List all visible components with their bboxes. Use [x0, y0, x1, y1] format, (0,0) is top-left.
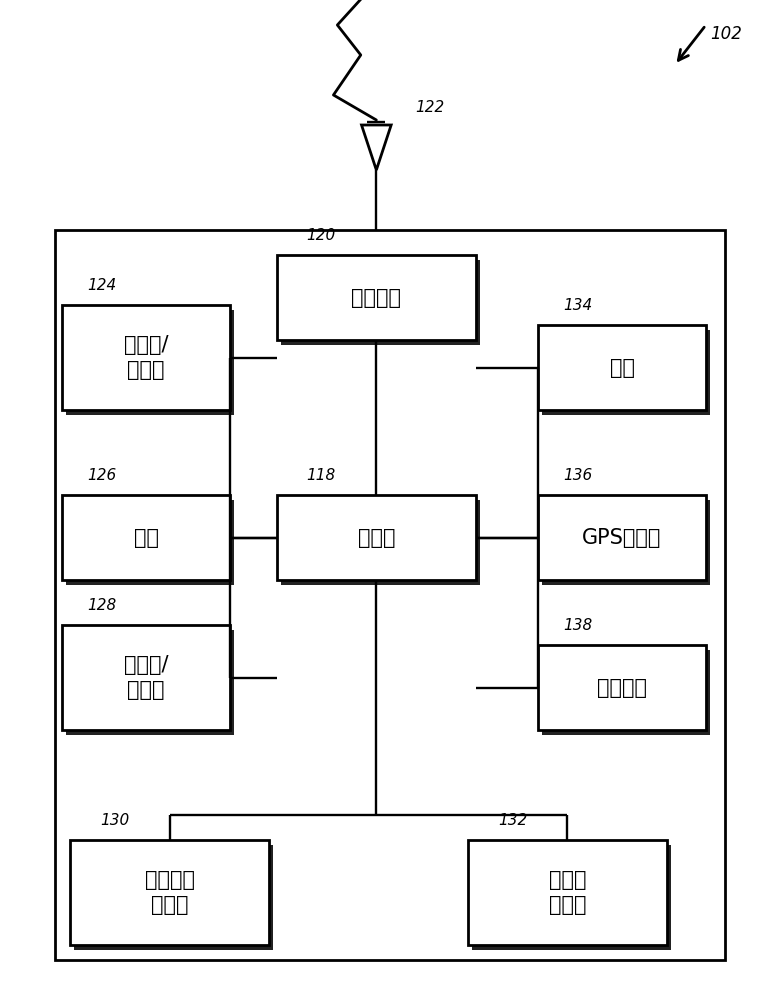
- Text: 可移动
存储器: 可移动 存储器: [548, 870, 587, 915]
- Bar: [542, 330, 710, 415]
- Bar: [66, 500, 234, 585]
- Bar: [62, 495, 230, 580]
- Text: GPS芯片组: GPS芯片组: [583, 528, 661, 548]
- Bar: [538, 495, 706, 580]
- Bar: [472, 845, 671, 950]
- Bar: [66, 630, 234, 735]
- Text: 128: 128: [87, 598, 117, 613]
- Text: 扬声器/
麦克风: 扬声器/ 麦克风: [124, 335, 168, 380]
- Bar: [542, 650, 710, 735]
- Bar: [281, 500, 480, 585]
- Text: 外围设备: 外围设备: [597, 678, 647, 698]
- Text: 收发信机: 收发信机: [351, 288, 402, 308]
- Bar: [281, 260, 480, 345]
- Text: 120: 120: [307, 228, 336, 243]
- Bar: [277, 495, 476, 580]
- Bar: [62, 305, 230, 410]
- Text: 电源: 电源: [609, 358, 635, 377]
- Text: 126: 126: [87, 468, 117, 483]
- Bar: [277, 255, 476, 340]
- Bar: [468, 840, 667, 945]
- Text: 138: 138: [563, 618, 593, 633]
- Bar: [538, 325, 706, 410]
- Text: 处理器: 处理器: [357, 528, 395, 548]
- Text: 102: 102: [710, 25, 742, 43]
- Bar: [538, 645, 706, 730]
- Bar: [66, 310, 234, 415]
- Text: 136: 136: [563, 468, 593, 483]
- Text: 不可移动
存储器: 不可移动 存储器: [144, 870, 195, 915]
- Text: 122: 122: [415, 100, 445, 115]
- Bar: [74, 845, 273, 950]
- Bar: [70, 840, 269, 945]
- Text: 130: 130: [100, 813, 129, 828]
- Text: 显示器/
触摸板: 显示器/ 触摸板: [124, 655, 168, 700]
- Bar: [62, 625, 230, 730]
- Text: 118: 118: [307, 468, 336, 483]
- Bar: [542, 500, 710, 585]
- Text: 134: 134: [563, 298, 593, 313]
- Text: 124: 124: [87, 278, 117, 293]
- Bar: [55, 230, 725, 960]
- Text: 132: 132: [498, 813, 527, 828]
- Text: 键盘: 键盘: [133, 528, 159, 548]
